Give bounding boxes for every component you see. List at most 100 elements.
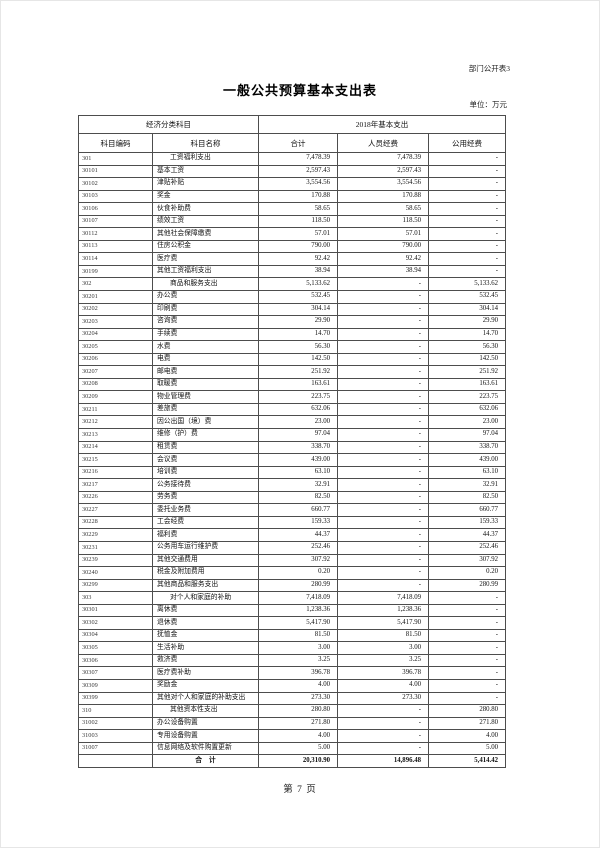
cell-total: 32.91 [258, 478, 338, 492]
cell-subject-code: 30217 [78, 478, 153, 492]
table-row: 30304 抚恤金 81.50 81.50- [78, 628, 507, 643]
cell-public-funds: 280.80 [427, 704, 507, 718]
cell-public-funds: - [427, 666, 507, 680]
cell-personnel-funds: - [337, 465, 429, 480]
table-row: 30205 水费 56.30-56.30 [78, 340, 507, 354]
cell-subject-name: 委托业务费 [152, 503, 259, 517]
table-row: 30106 伙食补助费 58.65 58.65- [78, 202, 507, 216]
cell-total: 660.77 [258, 503, 338, 517]
cell-total: 223.75 [258, 390, 338, 404]
cell-subject-code: 302 [78, 277, 153, 291]
table-row: 30301 离休费 1,238.36 1,238.36- [78, 603, 507, 618]
cell-subject-code: 301 [78, 152, 153, 166]
cell-subject-name: 工资福利支出 [152, 152, 259, 166]
cell-total: 159.33 [258, 515, 338, 530]
cell-subject-code: 30114 [78, 252, 153, 266]
cell-total: 532.45 [258, 290, 338, 304]
cell-total: 7,478.39 [258, 152, 338, 166]
cell-subject-name: 手续费 [152, 327, 259, 342]
cell-total: 118.50 [258, 214, 338, 229]
cell-subject-name: 水费 [152, 340, 259, 354]
cell-subject-name: 租赁费 [152, 440, 259, 455]
cell-public-funds: 280.99 [427, 578, 507, 593]
cell-personnel-funds: - [337, 365, 429, 379]
cell-personnel-funds: 14,896.48 [337, 754, 429, 768]
cell-subject-code: 30205 [78, 340, 153, 354]
cell-public-funds: - [427, 252, 507, 266]
cell-personnel-funds: - [337, 503, 429, 517]
cell-public-funds: - [427, 214, 507, 229]
table-header: 经济分类科目 2018年基本支出 科目编码 科目名称 合计 人员经费 公用经费 [78, 115, 507, 153]
table-row: 302 商品和服务支出 5,133.62-5,133.62 [78, 277, 507, 291]
table-row: 30212 因公出国（境）费 23.00-23.00 [78, 415, 507, 430]
cell-subject-name: 医疗费补助 [152, 666, 259, 680]
table-row: 30227 委托业务费 660.77-660.77 [78, 503, 507, 517]
cell-subject-name: 公务接待费 [152, 478, 259, 492]
cell-personnel-funds: - [337, 515, 429, 530]
header-col-public-funds: 公用经费 [427, 133, 507, 153]
cell-subject-code: 30208 [78, 377, 153, 392]
cell-subject-code: 31002 [78, 716, 153, 731]
cell-personnel-funds: - [337, 415, 429, 430]
cell-subject-code: 30216 [78, 465, 153, 480]
cell-total: 3,554.56 [258, 177, 338, 191]
cell-personnel-funds: 81.50 [337, 628, 429, 643]
table-row: 301 工资福利支出 7,478.39 7,478.39- [78, 152, 507, 166]
cell-subject-code [78, 754, 153, 768]
cell-subject-name: 其他对个人和家庭的补助支出 [152, 691, 259, 706]
cell-total: 23.00 [258, 415, 338, 430]
cell-subject-code: 30211 [78, 402, 153, 417]
cell-public-funds: 14.70 [427, 327, 507, 342]
table-row: 30114 医疗费 92.42 92.42- [78, 252, 507, 266]
cell-subject-name: 津贴补贴 [152, 177, 259, 191]
cell-total: 280.99 [258, 578, 338, 593]
cell-subject-name: 其他社会保障缴费 [152, 227, 259, 241]
cell-subject-code: 31007 [78, 741, 153, 756]
cell-subject-name: 劳务费 [152, 490, 259, 505]
cell-public-funds: - [427, 603, 507, 618]
cell-subject-code: 30227 [78, 503, 153, 517]
cell-subject-name: 离休费 [152, 603, 259, 618]
cell-public-funds: 82.50 [427, 490, 507, 505]
header-col-total: 合计 [258, 133, 338, 153]
cell-public-funds: - [427, 227, 507, 241]
cell-subject-code: 30107 [78, 214, 153, 229]
cell-subject-code: 30304 [78, 628, 153, 643]
cell-personnel-funds: 38.94 [337, 264, 429, 279]
cell-subject-name: 印刷费 [152, 302, 259, 317]
cell-subject-code: 30199 [78, 264, 153, 279]
form-number-label: 部门公开表3 [468, 64, 510, 73]
cell-personnel-funds: 790.00 [337, 239, 429, 254]
cell-public-funds: 29.90 [427, 315, 507, 329]
cell-total: 252.46 [258, 540, 338, 555]
table-row: 31003 专用设备购置 4.00-4.00 [78, 729, 507, 743]
cell-total: 82.50 [258, 490, 338, 505]
table-row: 30199 其他工资福利支出 38.94 38.94- [78, 264, 507, 279]
cell-subject-name: 电费 [152, 352, 259, 367]
cell-total: 20,310.90 [258, 754, 338, 768]
table-row: 30206 电费 142.50-142.50 [78, 352, 507, 367]
cell-total: 14.70 [258, 327, 338, 342]
cell-subject-code: 30202 [78, 302, 153, 317]
page-number: 第 7 页 [283, 785, 317, 795]
table-row: 30202 印刷费 304.14-304.14 [78, 302, 507, 317]
cell-personnel-funds: 4.00 [337, 678, 429, 693]
cell-total: 396.78 [258, 666, 338, 680]
cell-personnel-funds: 1,238.36 [337, 603, 429, 618]
cell-personnel-funds: - [337, 528, 429, 542]
cell-public-funds: 439.00 [427, 453, 507, 467]
cell-total: 271.80 [258, 716, 338, 731]
cell-personnel-funds: 170.88 [337, 189, 429, 204]
cell-subject-name: 绩效工资 [152, 214, 259, 229]
table-row: 303 对个人和家庭的补助 7,418.09 7,418.09- [78, 591, 507, 605]
table-row: 30240 税金及附加费用 0.20-0.20 [78, 566, 507, 580]
cell-subject-name: 退休费 [152, 616, 259, 630]
cell-subject-code: 30206 [78, 352, 153, 367]
cell-subject-code: 30201 [78, 290, 153, 304]
cell-public-funds: 23.00 [427, 415, 507, 430]
cell-total: 170.88 [258, 189, 338, 204]
cell-subject-name: 税金及附加费用 [152, 566, 259, 580]
cell-total: 97.04 [258, 428, 338, 442]
cell-subject-code: 310 [78, 704, 153, 718]
cell-personnel-funds: 5,417.90 [337, 616, 429, 630]
